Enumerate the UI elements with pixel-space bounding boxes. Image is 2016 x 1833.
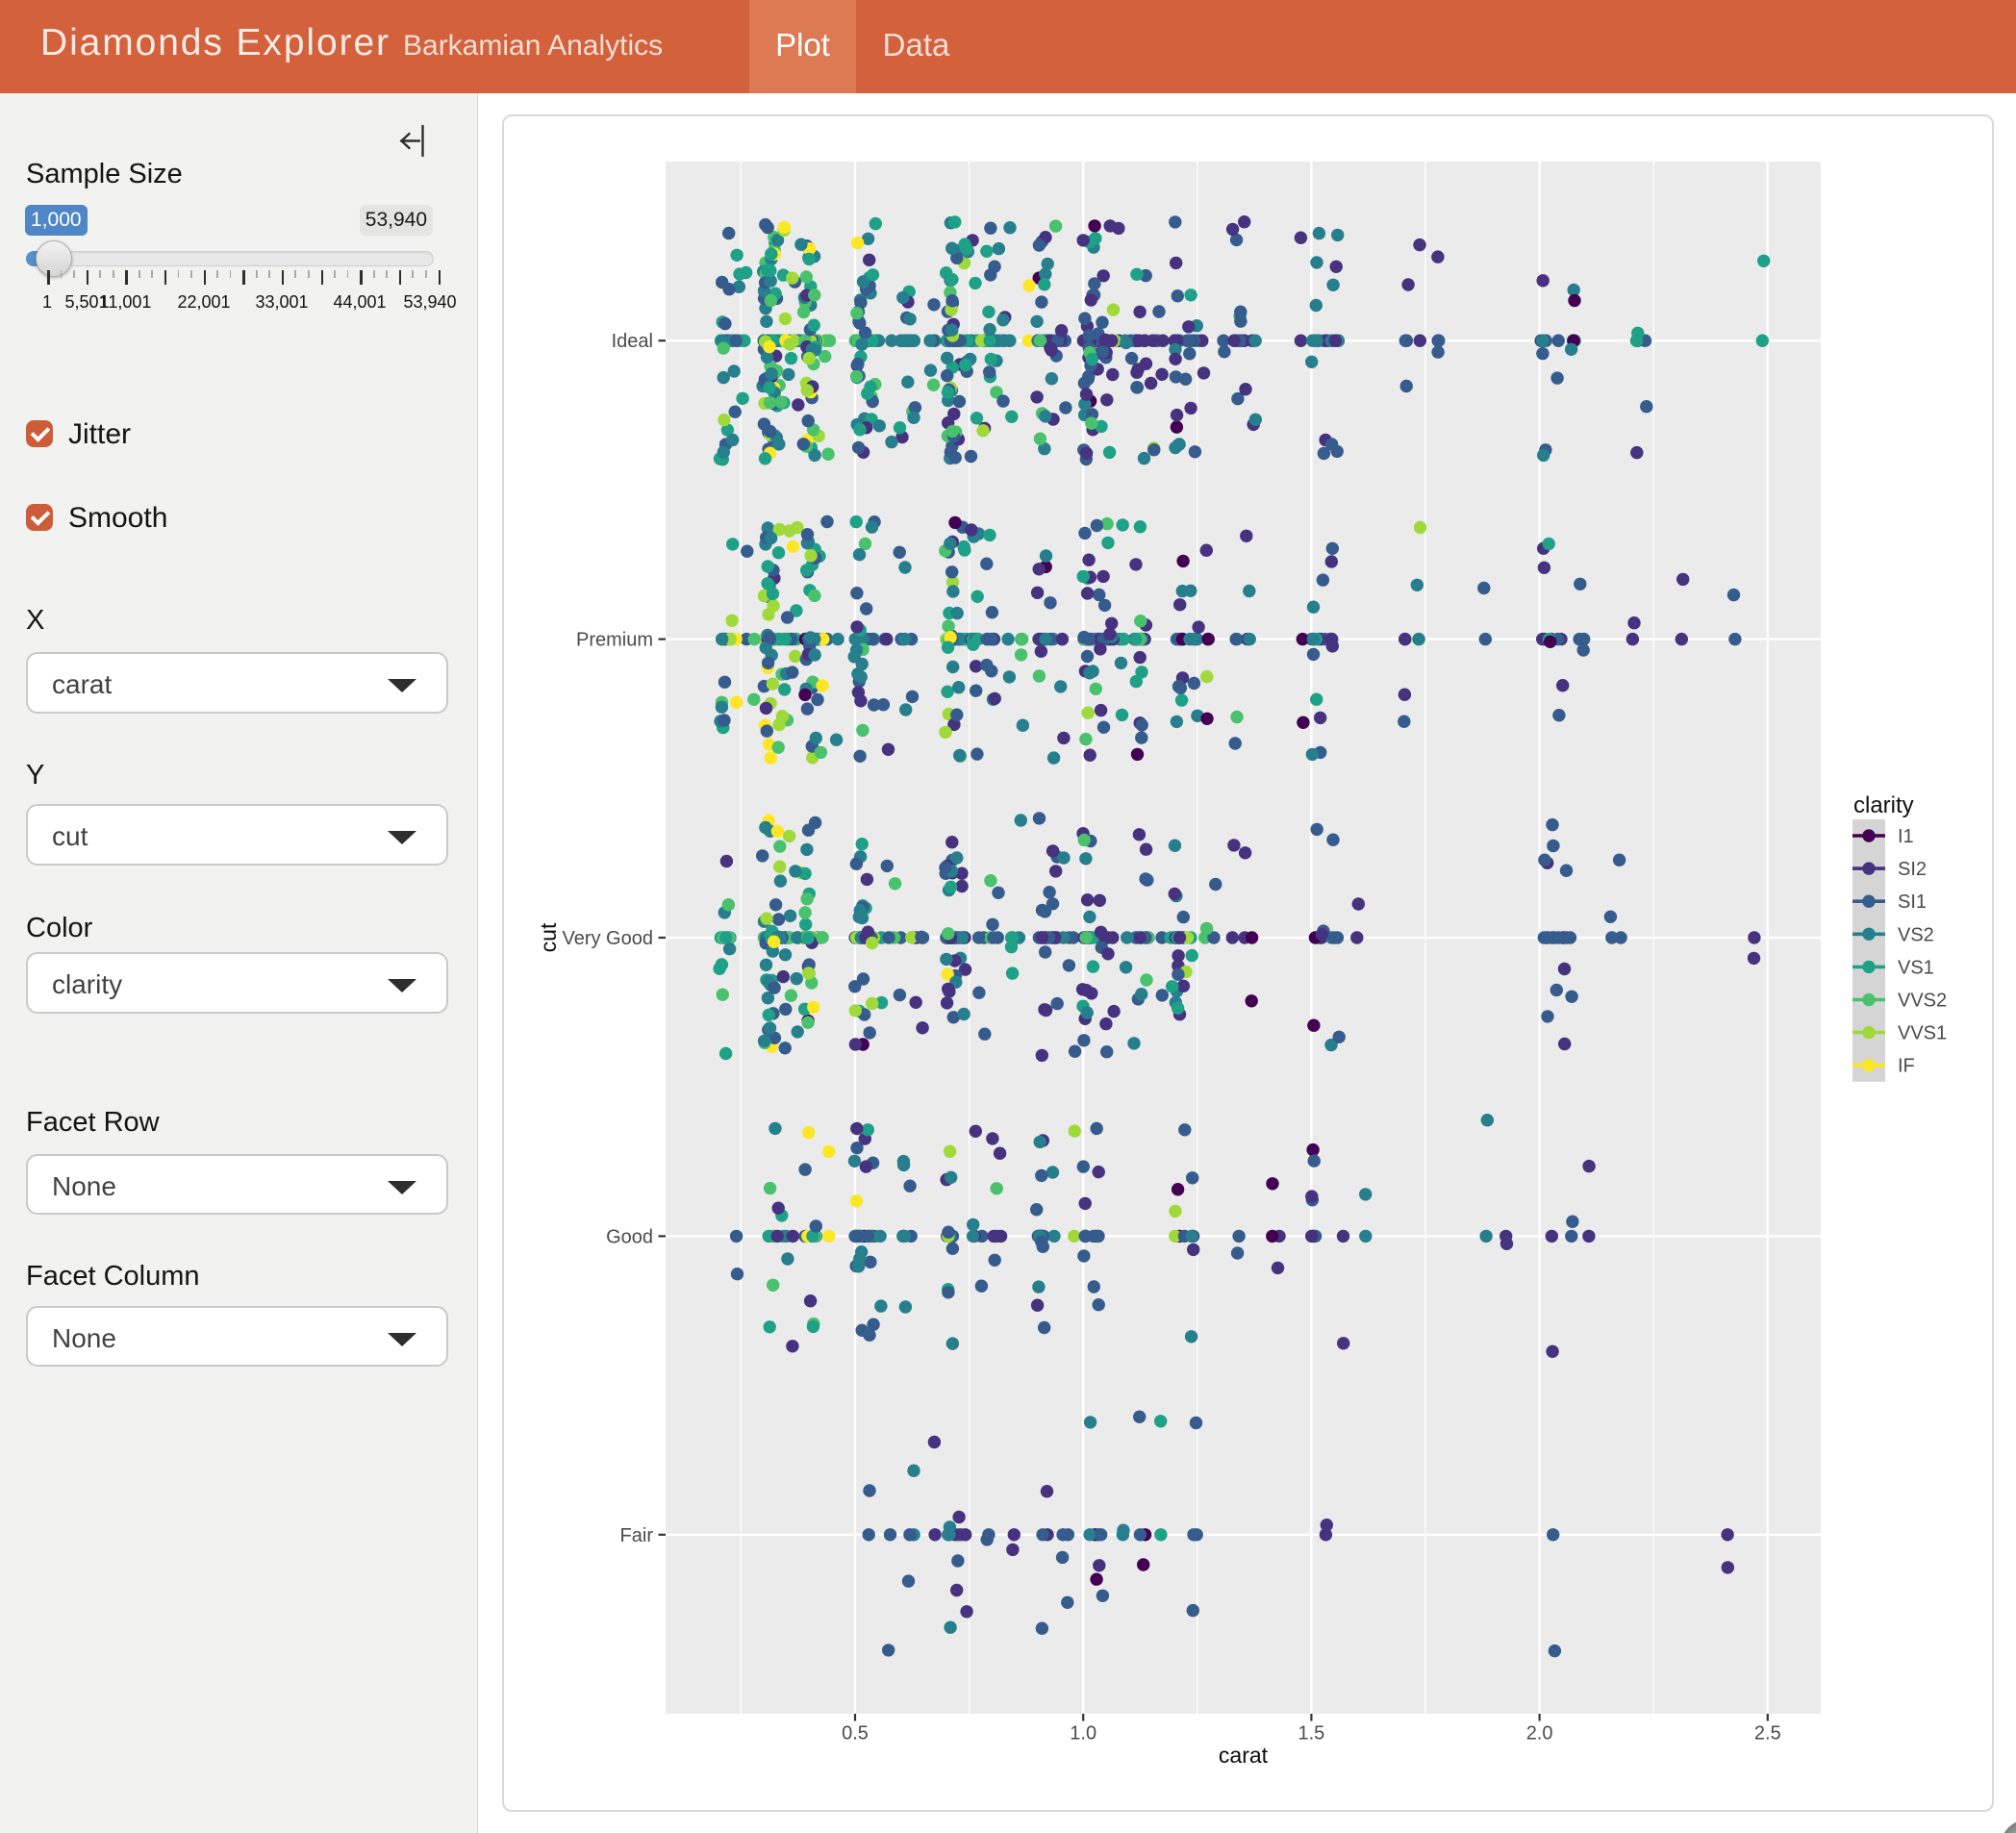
svg-text:Premium: Premium xyxy=(576,630,653,651)
svg-text:2.0: 2.0 xyxy=(1526,1723,1553,1745)
svg-text:Good: Good xyxy=(606,1226,653,1247)
svg-text:1.0: 1.0 xyxy=(1070,1723,1096,1745)
svg-text:Fair: Fair xyxy=(620,1525,654,1546)
svg-text:VVS2: VVS2 xyxy=(1898,991,1947,1012)
svg-text:1.5: 1.5 xyxy=(1298,1723,1324,1745)
svg-text:VS1: VS1 xyxy=(1898,957,1934,978)
svg-text:Very Good: Very Good xyxy=(562,928,653,949)
svg-text:0.5: 0.5 xyxy=(842,1723,869,1745)
svg-text:SI1: SI1 xyxy=(1898,891,1927,913)
svg-text:SI2: SI2 xyxy=(1898,859,1927,880)
svg-text:IF: IF xyxy=(1898,1056,1915,1077)
svg-text:VS2: VS2 xyxy=(1898,924,1934,945)
svg-text:VVS1: VVS1 xyxy=(1898,1023,1947,1044)
svg-text:Ideal: Ideal xyxy=(612,331,653,352)
svg-text:clarity: clarity xyxy=(1853,792,1914,818)
svg-text:I1: I1 xyxy=(1898,826,1914,847)
svg-text:carat: carat xyxy=(1219,1743,1269,1768)
svg-text:cut: cut xyxy=(536,922,561,952)
svg-text:2.5: 2.5 xyxy=(1754,1723,1781,1745)
